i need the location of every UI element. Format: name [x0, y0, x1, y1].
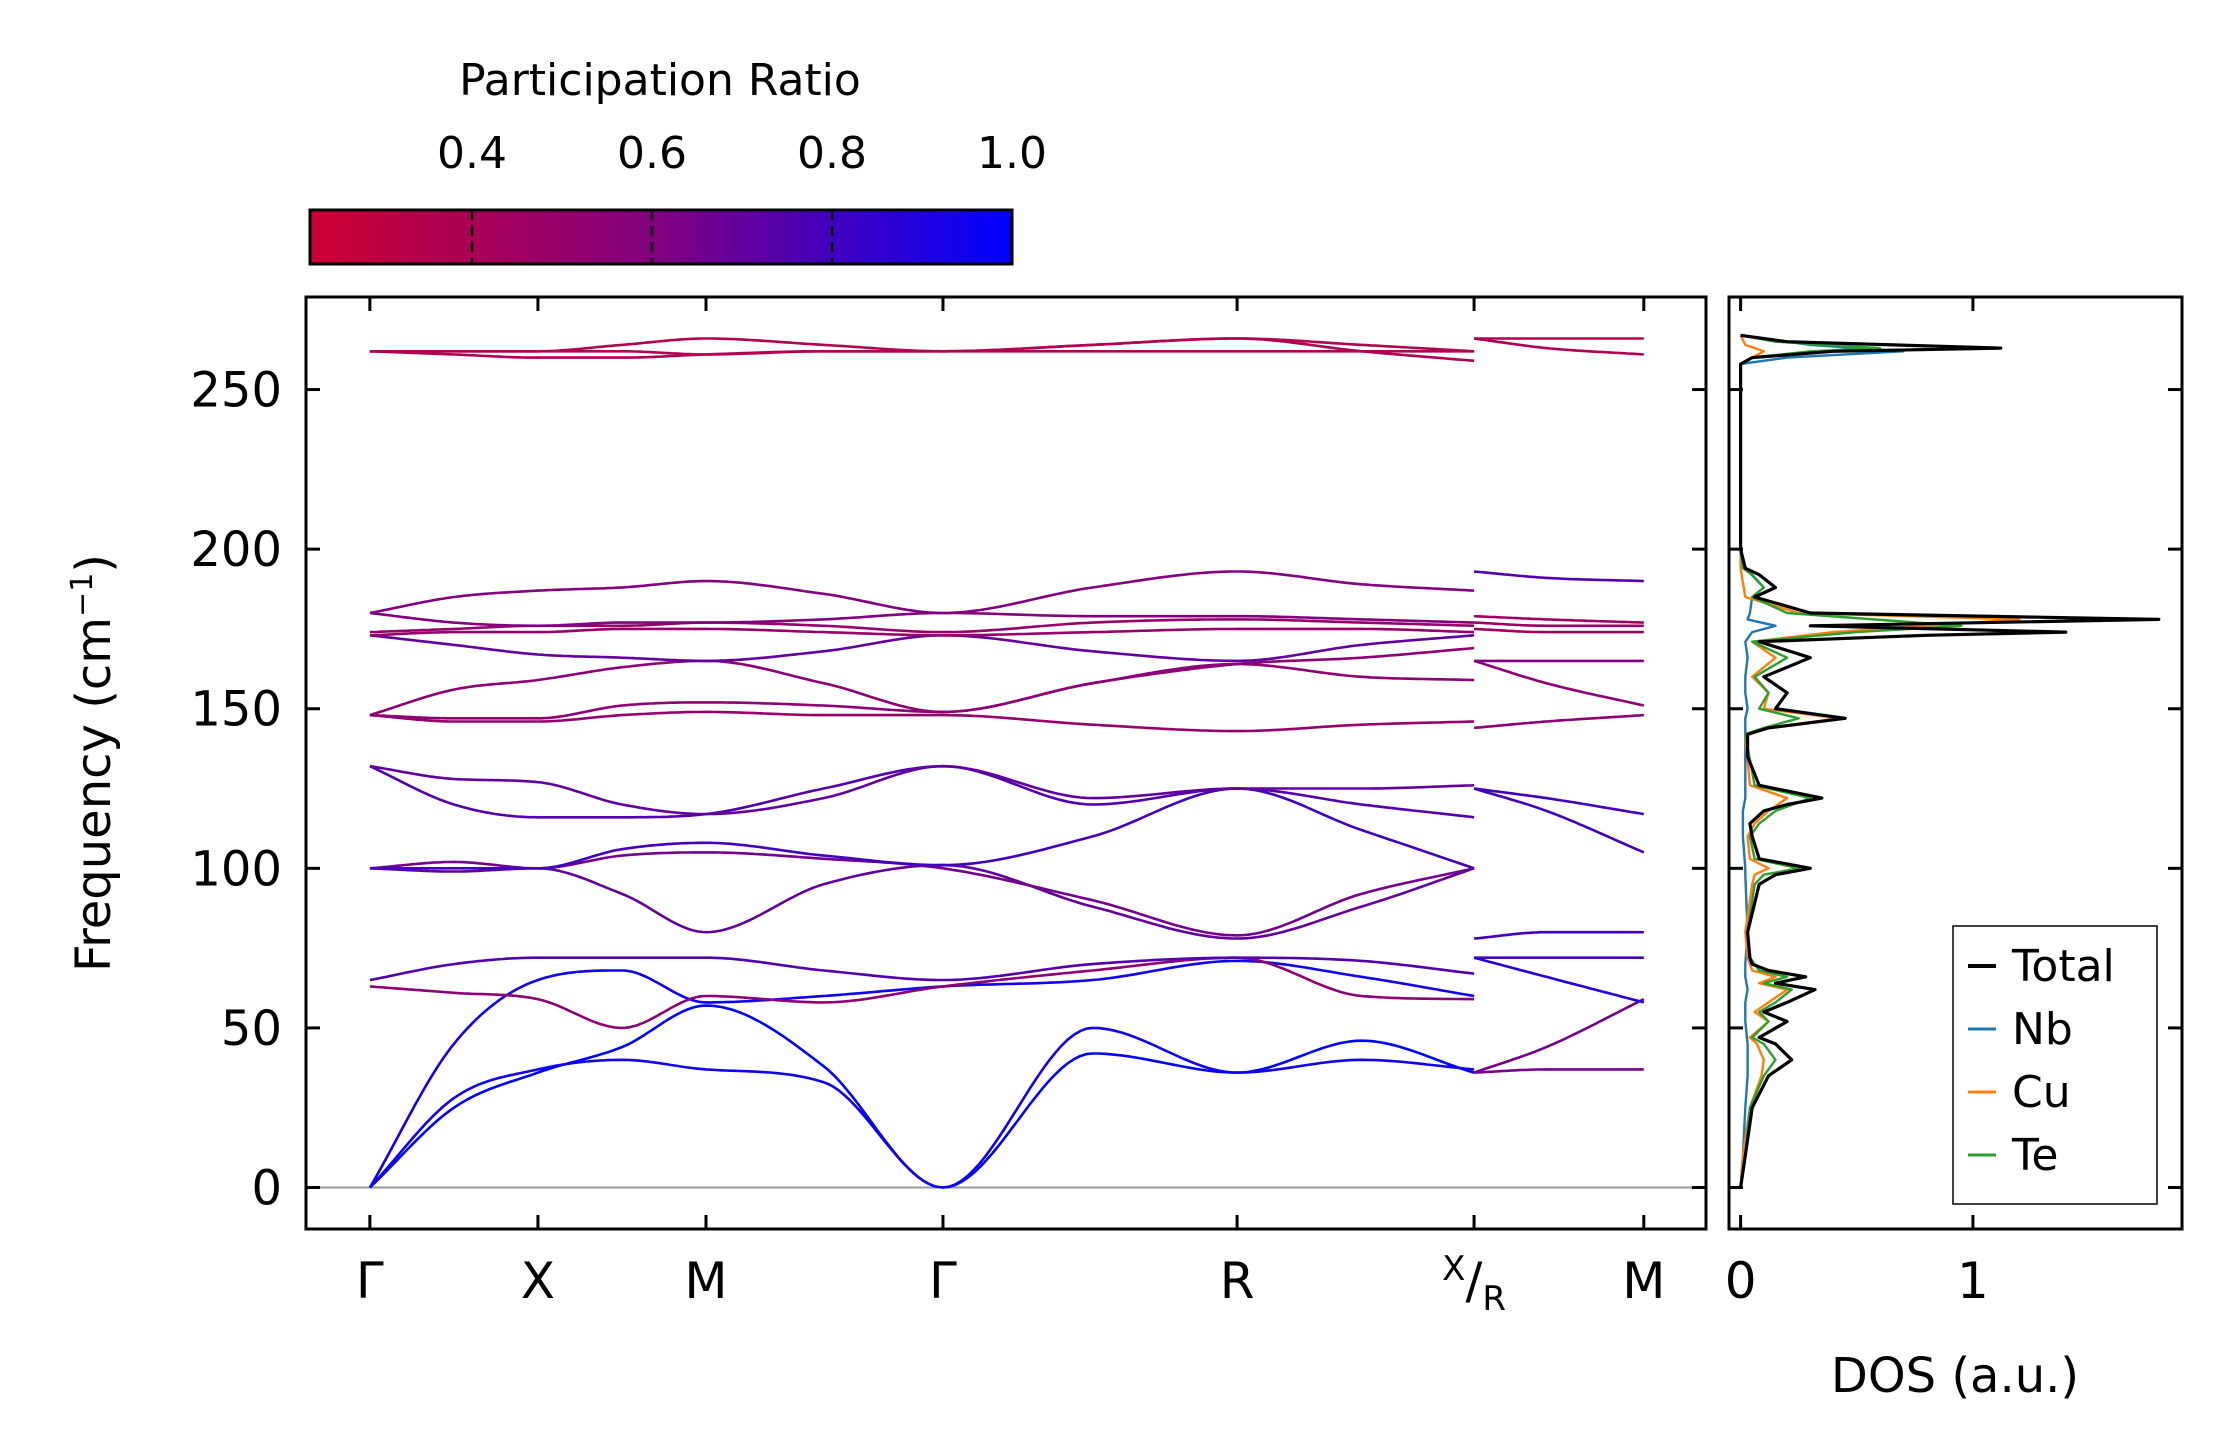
y-tick-label: 100: [190, 841, 282, 897]
phonon-band: [369, 627, 1475, 637]
y-tick-label: 200: [190, 522, 282, 578]
colorbar-tick-label: 1.0: [977, 128, 1047, 179]
kpoint-label: Γ: [929, 1252, 957, 1310]
phonon-band: [368, 1004, 1475, 1189]
dos-x-axis-label: DOS (a.u.): [1831, 1348, 2079, 1404]
kpoint-label: Γ: [356, 1252, 384, 1310]
legend-box: [1952, 925, 2158, 1205]
dos-frame: [1727, 295, 2184, 1231]
kpoint-label: R: [1220, 1252, 1255, 1310]
phonon-band: [1473, 570, 1644, 583]
phonon-band: [368, 1026, 1475, 1189]
y-axis-label: Frequency (cm−1): [65, 554, 122, 972]
colorbar-title: Participation Ratio: [459, 55, 861, 106]
phonon-band: [1473, 787, 1645, 816]
phonon-band: [369, 350, 1475, 356]
phonon-band: [369, 634, 1475, 663]
kpoint-label: M: [684, 1252, 727, 1310]
phonon-band: [369, 764, 1475, 816]
legend-label-cu: Cu: [2012, 1067, 2071, 1118]
phonon-band: [1473, 956, 1645, 1004]
dos-x-tick-label: 1: [1957, 1252, 1989, 1310]
band-lines: [306, 337, 1706, 1189]
phonon-band: [369, 851, 1475, 937]
phonon-band: [1474, 627, 1644, 634]
y-tick-label: 250: [190, 363, 282, 419]
phonon-band: [369, 710, 1475, 733]
y-tick-label: 50: [221, 1001, 282, 1057]
dos-x-tick-label: 0: [1725, 1252, 1757, 1310]
phonon-band: [1474, 614, 1644, 624]
dos-line-te: [1739, 334, 1963, 1188]
phonon-band: [369, 611, 1475, 628]
colorbar-ticks: 0.4 0.6 0.8 1.0: [437, 128, 1047, 264]
colorbar-tick-label: 0.6: [617, 128, 687, 179]
phonon-band: [1473, 787, 1645, 854]
phonon-band: [369, 646, 1475, 717]
kpoint-label: M: [1622, 1252, 1665, 1310]
kpoint-label-combined: X/R: [1442, 1249, 1506, 1319]
colorbar-gradient: [308, 208, 1014, 266]
phonon-band: [1473, 659, 1645, 707]
dos-legend: Total Nb Cu Te: [1952, 925, 2158, 1205]
phonon-band: [1473, 713, 1644, 730]
phonon-band: [1474, 1068, 1644, 1074]
dos-line-total: [1739, 333, 2161, 1188]
phonon-band: [368, 959, 1475, 1189]
phonon-band: [369, 764, 1475, 819]
band-frame: [304, 295, 1708, 1231]
phonon-band: [369, 863, 1475, 940]
phonon-band: [1473, 998, 1645, 1074]
kpoint-label: X: [521, 1252, 555, 1310]
phonon-band: [369, 662, 1475, 720]
y-tick-label: 0: [251, 1161, 282, 1217]
colorbar-tick-label: 0.8: [797, 128, 867, 179]
legend-label-nb: Nb: [2012, 1004, 2073, 1055]
band-structure-panel: 0 50 100 150 200 250 Γ X M Γ R X/R M Frequency (cm−1…: [65, 295, 1708, 1319]
band-axes: 0 50 100 150 200 250 Γ X M Γ R X/R M: [190, 297, 1706, 1319]
phonon-band: [369, 956, 1475, 982]
phonon-band: [1474, 930, 1644, 940]
legend-label-total: Total: [2011, 941, 2115, 992]
dos-lines: [1739, 333, 2161, 1188]
y-tick-label: 150: [190, 682, 282, 738]
phonon-band: [369, 956, 1475, 1030]
colorbar: Participation Ratio 0.4 0.6 0.8 1.0: [308, 55, 1047, 266]
phonon-band: [1474, 621, 1644, 628]
legend-label-te: Te: [2011, 1130, 2058, 1181]
phonon-band: [369, 787, 1475, 870]
colorbar-tick-label: 0.4: [437, 128, 507, 179]
phonon-band: [369, 570, 1475, 615]
phonon-band: [1473, 337, 1644, 356]
